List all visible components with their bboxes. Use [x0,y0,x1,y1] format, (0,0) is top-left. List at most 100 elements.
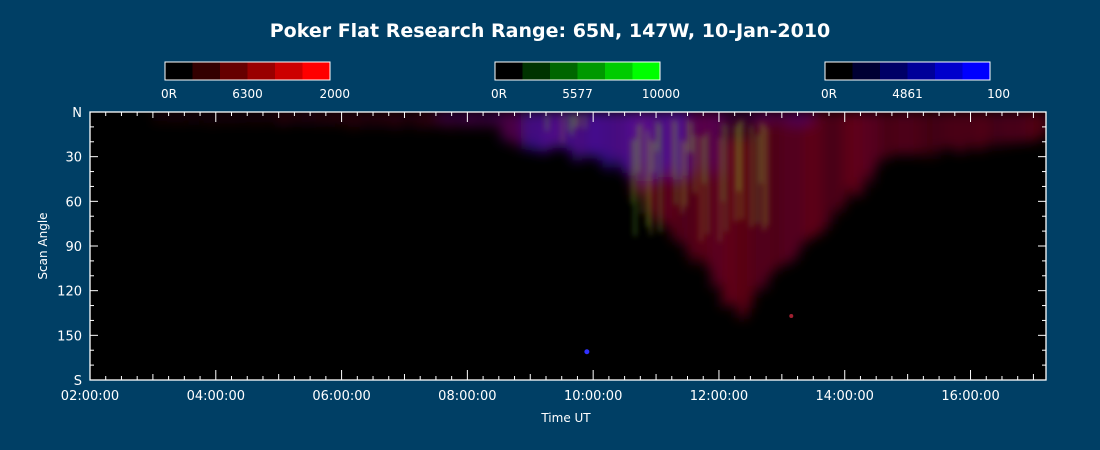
colorbar-min-label: 0R [161,87,177,101]
emission-6300-column [897,112,904,154]
emission-6300-column [349,112,355,129]
emission-6300-column [329,112,335,122]
emission-4861-column [606,112,613,171]
emission-6300-column [756,112,763,287]
emission-4861-column [471,112,477,124]
y-tick-label: S [74,374,82,389]
emission-4861-column [461,112,467,124]
emission-4861-column [617,112,623,168]
emission-6300-column [374,112,380,128]
emission-6300-column [208,112,214,126]
x-tick-label: 08:00:00 [438,389,496,404]
emission-6300-column [817,112,823,236]
emission-5577-ray [634,138,637,237]
emission-4861-column [526,112,533,149]
colorbar-5577: 0R 5577 10000 [491,61,680,101]
emission-4861-column [808,112,814,125]
emission-5577-ray [700,135,703,242]
colorbar-6300: 0R 6300 2000 [161,61,350,101]
emission-4861-column [516,112,523,139]
emission-4861-column [783,112,789,127]
emission-4861-column [677,112,684,180]
colorbar-step [825,62,853,80]
emission-6300-column [736,112,743,318]
emission-6300-column [947,112,954,148]
emission-6300-column [892,112,899,156]
emission-4861-column [667,112,674,168]
emission-6300-column [258,112,265,124]
emission-4861-column [627,112,633,176]
emission-5577-ray [571,114,574,137]
emission-6300-column [318,112,325,124]
emission-4861-column [466,112,472,126]
y-axis: N 30 60 90 120 150 S [57,106,1046,389]
emission-4861-column [622,112,628,173]
emission-6300-column [223,112,229,122]
colorbar-step [605,62,633,80]
emission-6300-column [681,112,687,245]
emission-6300-column [932,112,939,158]
emission-5577-ray [637,124,640,173]
colorbar-step [550,62,578,80]
emission-6300-column [741,112,748,319]
emission-5577-ray [693,134,696,194]
colorbar-max-label: 10000 [642,87,680,101]
emission-6300-column [857,112,863,196]
x-tick-label: 14:00:00 [816,389,874,404]
emission-5577-ray [759,122,762,184]
emission-6300-column [973,112,979,150]
emission-4861-column [637,112,643,167]
emission-5577-ray [722,122,725,202]
emission-4861-column [591,112,598,155]
emission-5577-ray [718,137,721,242]
emission-6300-column [912,112,919,156]
emission-5577-ray [725,124,728,232]
emission-6300-column [922,112,929,158]
emission-4861-column [757,112,764,126]
emission-5577-ray [766,127,769,226]
emission-6300-column [344,112,350,125]
emission-4861-column [561,112,568,148]
emission-6300-column [1013,112,1019,144]
y-tick-label: 30 [65,151,82,166]
y-tick-label: 150 [57,329,82,344]
emission-5577-ray [574,114,577,129]
y-tick-label: 120 [57,285,82,300]
y-tick-label: 90 [65,240,82,255]
emission-5577-ray [687,120,690,153]
emission-4861-column [541,112,548,154]
emission-6300-column [303,112,310,121]
emission-5577-ray [561,114,564,144]
emission-6300-column [766,112,773,277]
emission-6300-column [308,112,315,123]
emission-5577-ray [706,131,709,235]
emission-6300-column [872,112,879,170]
emission-6300-column [273,112,280,123]
emission-6300-column [887,112,894,156]
emission-6300-column [218,112,224,125]
emission-6300-column [917,112,924,152]
emission-5577-ray [577,114,580,128]
emission-6300-column [726,112,733,305]
colorbar-step [907,62,936,80]
emission-6300-column [298,112,305,125]
emission-6300-column [364,112,370,126]
emission-4861-column [521,112,528,150]
emission-4861-column [546,112,553,150]
emission-4861-column [612,112,618,161]
emission-6300-column [334,112,340,124]
chart-title: Poker Flat Research Range: 65N, 147W, 10… [270,20,831,42]
emission-5577-ray [583,114,586,129]
colorbar-wavelength-label: 5577 [562,87,593,101]
emission-point [584,349,590,355]
emission-6300-column [998,112,1004,148]
y-tick-label: 60 [65,195,82,210]
emission-6300-column [867,112,874,184]
colorbar-step [192,62,221,80]
aurora-emission-map [152,112,1046,355]
emission-4861-column [440,112,447,122]
emission-6300-column [188,112,194,122]
emission-6300-column [283,112,290,125]
emission-6300-column [902,112,909,156]
emission-6300-column [414,112,421,127]
